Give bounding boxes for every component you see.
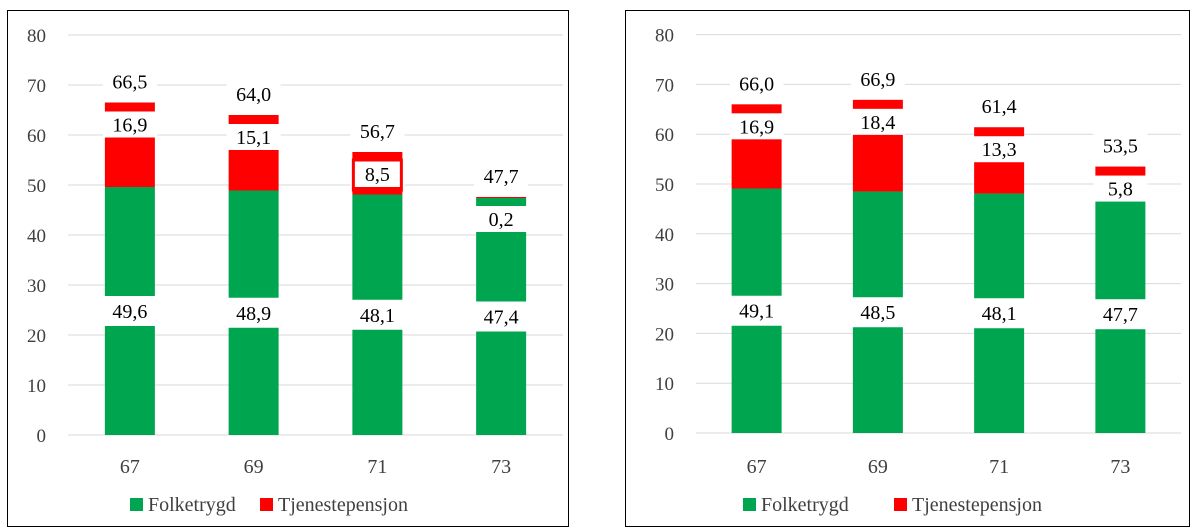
data-label-background	[350, 161, 405, 187]
data-label-background	[226, 81, 281, 107]
data-label-folketrygd: 49,1	[739, 301, 774, 323]
data-label-tjenestepensjon: 5,8	[1108, 179, 1133, 201]
chart-panel-left: 0 10 20 30 40 50 60 70 80 49,6 16,9 66,5 67 48,9 15,1 6…	[7, 10, 569, 527]
y-tick-label: 80	[27, 26, 46, 47]
data-label-background	[1093, 299, 1148, 330]
y-tick-label: 60	[27, 126, 46, 147]
x-category-label: 73	[491, 456, 511, 478]
data-label-total: 66,0	[739, 73, 774, 95]
data-label-total: 56,7	[360, 121, 395, 143]
data-label-folketrygd: 48,9	[236, 303, 271, 325]
data-label-tjenestepensjon: 13,3	[982, 139, 1017, 161]
x-category-label: 73	[1110, 456, 1130, 478]
data-label-background	[474, 163, 529, 189]
data-label-folketrygd: 48,5	[860, 302, 895, 324]
data-label-background	[1093, 175, 1148, 202]
y-tick-label: 20	[655, 324, 674, 345]
data-label-total: 66,5	[112, 72, 147, 94]
data-label-tjenestepensjon: 18,4	[860, 112, 895, 134]
y-tick-label: 60	[655, 125, 674, 146]
bar-tjenestepensjon	[476, 197, 527, 198]
data-label-background	[972, 93, 1027, 120]
data-label-background	[226, 297, 281, 328]
data-label-total: 66,9	[860, 69, 895, 91]
y-tick-label: 10	[655, 374, 674, 395]
y-tick-label: 10	[27, 376, 46, 397]
data-label-tjenestepensjon: 15,1	[236, 127, 271, 149]
data-label-tjenestepensjon: 0,2	[489, 209, 514, 231]
legend-swatch	[894, 498, 907, 511]
highlight-box	[351, 158, 403, 192]
y-tick-label: 70	[27, 76, 46, 97]
data-label-total: 64,0	[236, 84, 271, 106]
data-label-folketrygd: 48,1	[982, 303, 1017, 325]
y-tick-label: 40	[655, 225, 674, 246]
legend-label: Tjenestepensjon	[912, 494, 1042, 516]
data-label-background	[102, 296, 157, 326]
y-tick-label: 30	[27, 276, 46, 297]
x-category-label: 71	[367, 456, 387, 478]
data-label-background	[474, 301, 529, 332]
stacked-bar-chart-right: 0 10 20 30 40 50 60 70 80 49,1 16,9 66,0 67 48,5 18,4 6…	[655, 26, 1181, 516]
x-category-label: 67	[747, 456, 767, 478]
legend-label: Folketrygd	[761, 494, 849, 516]
x-category-label: 69	[244, 456, 264, 478]
data-label-folketrygd: 49,6	[112, 301, 147, 323]
data-label-background	[350, 299, 405, 330]
legend-swatch	[743, 498, 756, 511]
data-label-background	[226, 124, 281, 150]
y-tick-label: 20	[27, 326, 46, 347]
data-label-total: 61,4	[982, 96, 1017, 118]
legend-swatch	[260, 498, 273, 511]
data-label-tjenestepensjon: 8,5	[365, 164, 390, 186]
data-label-background	[102, 68, 157, 95]
chart-panel-right: 0 10 20 30 40 50 60 70 80 49,1 16,9 66,0 67 48,5 18,4 6…	[625, 10, 1190, 527]
data-label-total: 47,7	[484, 166, 519, 188]
legend-label: Tjenestepensjon	[278, 494, 408, 516]
stacked-bar-chart-left: 0 10 20 30 40 50 60 70 80 49,6 16,9 66,5 67 48,9 15,1 6…	[27, 26, 563, 516]
y-tick-label: 0	[665, 424, 675, 445]
x-category-label: 69	[868, 456, 888, 478]
data-label-background	[972, 136, 1027, 163]
data-label-background	[729, 295, 784, 326]
y-tick-label: 40	[27, 226, 46, 247]
data-label-background	[1093, 132, 1148, 159]
y-tick-label: 0	[37, 426, 47, 447]
x-category-label: 71	[989, 456, 1009, 478]
y-tick-label: 50	[655, 175, 674, 196]
data-label-folketrygd: 48,1	[360, 305, 395, 327]
data-label-background	[972, 298, 1027, 329]
data-label-background	[850, 108, 905, 135]
y-tick-label: 70	[655, 75, 674, 96]
data-label-background	[350, 118, 405, 144]
y-tick-label: 80	[655, 26, 674, 47]
data-label-total: 53,5	[1103, 136, 1138, 158]
data-label-background	[729, 113, 784, 140]
data-label-folketrygd: 47,7	[1103, 304, 1138, 326]
x-category-label: 67	[120, 456, 140, 478]
legend-label: Folketrygd	[148, 494, 236, 516]
data-label-background	[850, 297, 905, 328]
legend-swatch	[130, 498, 143, 511]
data-label-tjenestepensjon: 16,9	[739, 116, 774, 138]
data-label-tjenestepensjon: 16,9	[112, 115, 147, 137]
y-tick-label: 50	[27, 176, 46, 197]
data-label-background	[729, 70, 784, 97]
data-label-folketrygd: 47,4	[484, 307, 519, 329]
data-label-background	[850, 65, 905, 92]
y-tick-label: 30	[655, 275, 674, 296]
data-label-background	[102, 111, 157, 138]
data-label-background	[474, 206, 529, 232]
